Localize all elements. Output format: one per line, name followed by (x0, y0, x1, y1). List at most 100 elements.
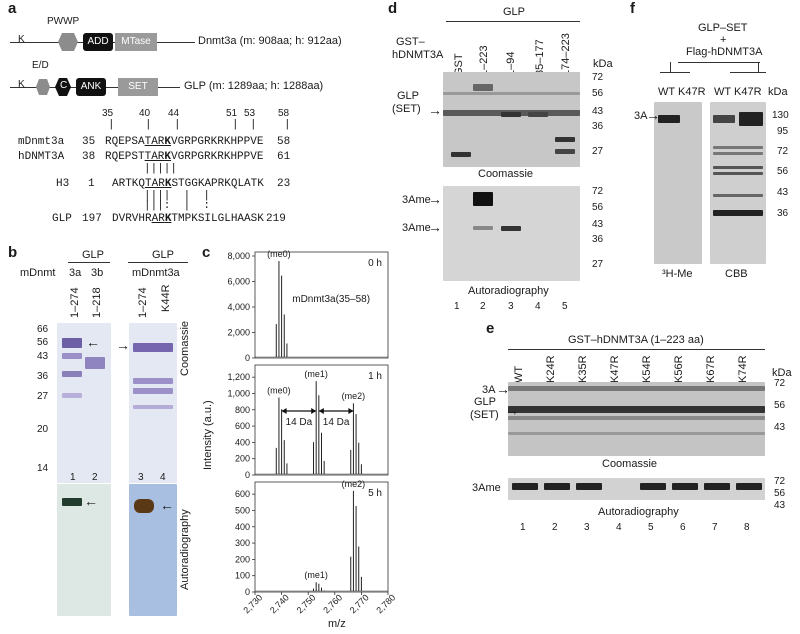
panel-c-ytick-label-1-4: 400 (235, 437, 250, 447)
panel-e-lane-num-1: 1 (520, 522, 526, 533)
panel-c-shift-head-l-0 (281, 408, 287, 414)
panel-c-shift-head-l-1 (318, 408, 324, 414)
panel-c-ytick-label-1-3: 600 (235, 421, 250, 431)
align-seq-h3: ARTKQTARKSTGGKAPRKQLATK (112, 178, 264, 190)
panel-c-shift-label-1: 14 Da (323, 417, 350, 428)
panel-b-row-right: mDnmt3a (132, 267, 180, 279)
panel-f-header-1: GLP–SET (698, 22, 748, 34)
panel-c-time-0: 0 h (368, 258, 382, 269)
panel-c-ytick-label-2-0: 600 (235, 489, 250, 499)
panel-f-cbb-gel (710, 102, 766, 264)
panel-c-ytick-label-2-6: 0 (245, 587, 250, 597)
panel-d-mw-72-top: 72 (592, 72, 604, 83)
mtase-domain: MTase (115, 33, 157, 51)
panel-e-mw-56-bottom: 56 (774, 488, 786, 499)
match-line-2: |||| | | (144, 190, 211, 202)
panel-a-label: a (8, 0, 17, 17)
panel-d-ame-label-1: 3Ame (402, 194, 431, 206)
pwwp-label: PWWP (47, 16, 80, 27)
panel-d-lane-num-4: 4 (535, 301, 541, 312)
panel-d-lane-num-2: 2 (480, 301, 486, 312)
panel-c-peak-label-2-1: (me2) (342, 479, 366, 489)
panel-b-mw-66: 66 (37, 324, 49, 335)
panel-d-glp-header: GLP (503, 6, 526, 18)
panel-d-kda: kDa (593, 58, 613, 70)
add-domain: ADD (83, 33, 113, 51)
panel-c-ytick-label-0-0: 8,000 (227, 251, 250, 261)
panel-b-arrow-right-top: → (116, 337, 130, 353)
panel-f-header-3: Flag-hDNMT3A (686, 46, 763, 58)
panel-c-ytick-label-0-1: 6,000 (227, 277, 250, 287)
panel-e-mw-43-bottom: 43 (774, 500, 786, 511)
panel-f-header-2: + (720, 34, 727, 46)
match-line-1: ||||| (144, 163, 178, 175)
panel-b-mw-43: 43 (37, 351, 49, 362)
panel-d-lane-num-1: 1 (454, 301, 460, 312)
panel-b-row-label: mDnmt (20, 267, 56, 279)
panel-b-lane-num-4: 4 (160, 472, 166, 483)
dnmt3a-k-label: K (18, 34, 25, 45)
panel-d-label: d (388, 0, 398, 17)
panel-f-lane-1: WT (658, 86, 676, 98)
panel-c-frame-0 (254, 251, 389, 359)
panel-c-shift-label-0: 14 Da (286, 417, 313, 428)
align-name-hdnmt3a: hDNMT3A (18, 151, 65, 163)
pwwp-domain-shape (58, 33, 78, 51)
panel-e-3ame-label: 3Ame (472, 482, 501, 494)
panel-f-mw-72: 72 (777, 146, 789, 157)
panel-b-gel-left-coomassie (57, 323, 111, 483)
match-line-3: |||: | : (144, 200, 211, 212)
panel-f-mw-95: 95 (777, 126, 789, 137)
glp-name: GLP (m: 1289aa; h: 1288aa) (184, 80, 324, 92)
panel-d-coomassie-gel (443, 72, 580, 167)
panel-c-ytick-label-1-2: 800 (235, 405, 250, 415)
panel-e-glp-label: GLP (474, 396, 497, 408)
panel-d-mw-27-bottom: 27 (592, 259, 604, 270)
panel-e-lane-num-4: 4 (616, 522, 622, 533)
panel-e-lane-num-7: 7 (712, 522, 718, 533)
panel-f-mw-36: 36 (777, 208, 789, 219)
pos-35: 35 (102, 108, 114, 119)
panel-e-lane-k74r: K74R (737, 355, 749, 383)
panel-d-mw-56-bottom: 56 (592, 202, 604, 213)
panel-e-coomassie-gel (508, 382, 765, 456)
panel-e-lane-k24r: K24R (545, 355, 557, 383)
ank-domain: ANK (76, 78, 106, 96)
panel-d-autorad-label: Autoradiography (468, 285, 549, 297)
panel-f-kda: kDa (768, 86, 788, 98)
align-name-glp: GLP (52, 213, 72, 225)
panel-b-arrow-right-bottom: ← (160, 497, 174, 513)
pos-40: 40 (139, 108, 151, 119)
panel-c-frame-2 (254, 481, 389, 593)
panel-f-label-cbb: CBB (725, 268, 748, 280)
panel-d-mw-36-top: 36 (592, 121, 604, 132)
align-end-h3: 23 (277, 178, 291, 190)
panel-c-xtick-label-2: 2,750 (295, 592, 318, 615)
panel-d-set-label: (SET) (392, 103, 421, 115)
panel-c-peak-label-0-0: (me0) (267, 249, 291, 259)
panel-b-gel-right-coomassie (129, 323, 177, 483)
panel-e-lane-wt: WT (513, 365, 525, 383)
panel-d-mw-43-top: 43 (592, 106, 604, 117)
panel-b-mw-56: 56 (37, 337, 49, 348)
panel-b-autorad-right (129, 484, 177, 616)
panel-f-mw-43: 43 (777, 187, 789, 198)
panel-e-glp-arrow: → (505, 402, 519, 418)
panel-d-ame-label-2: 3Ame (402, 222, 431, 234)
panel-d-mw-72-bottom: 72 (592, 186, 604, 197)
panel-b-mw-20: 20 (37, 424, 49, 435)
panel-c-peak-label-1-2: (me2) (342, 391, 366, 401)
align-end-hdnmt3a: 61 (277, 151, 291, 163)
panel-d-lane-num-5: 5 (562, 301, 568, 312)
panel-f-autorad-gel (654, 102, 702, 264)
pos-44: 44 (168, 108, 180, 119)
panel-e-lane-k47r: K47R (609, 355, 621, 383)
panel-f-lane-2: K47R (678, 86, 706, 98)
set-domain: SET (118, 78, 158, 96)
panel-e-lane-num-5: 5 (648, 522, 654, 533)
align-start-mdnmt3a: 35 (82, 136, 96, 148)
panel-b-mw-36: 36 (37, 371, 49, 382)
panel-b-group-3a: 3a (69, 267, 82, 279)
panel-c-xtick-label-1: 2,740 (268, 592, 291, 615)
